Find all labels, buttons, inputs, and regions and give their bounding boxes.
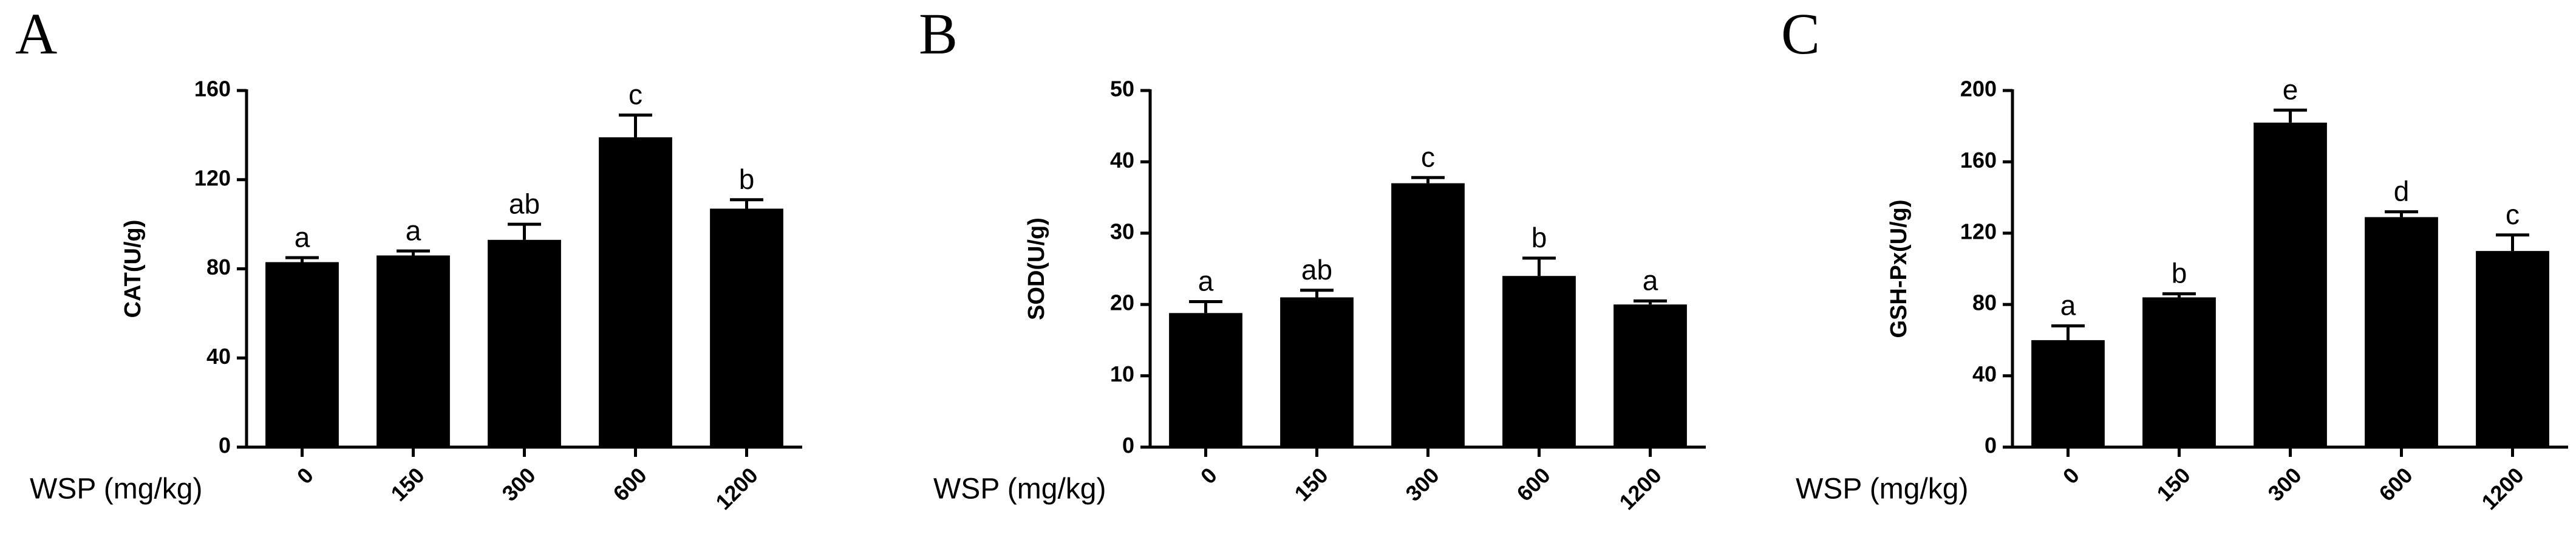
y-tick-label: 10	[1110, 361, 1134, 386]
x-tick-label: 600	[1511, 462, 1555, 505]
significance-letter: ab	[509, 188, 540, 219]
x-tick-label: 1200	[710, 462, 763, 515]
y-tick-label: 0	[1122, 433, 1134, 458]
y-axis-title: SOD(U/g)	[1024, 217, 1049, 320]
x-tick-label: 600	[608, 462, 651, 505]
y-tick-label: 40	[206, 344, 231, 369]
y-tick-label: 120	[194, 165, 231, 190]
x-tick-label: 300	[1400, 462, 1443, 505]
significance-letter: b	[2172, 258, 2187, 289]
y-tick-label: 0	[219, 433, 231, 458]
bar	[1613, 304, 1687, 447]
y-tick-label: 40	[1972, 361, 1997, 386]
bar	[599, 137, 672, 447]
significance-letter: c	[1421, 141, 1435, 173]
bar	[2254, 122, 2327, 447]
y-tick-label: 160	[1960, 148, 1997, 173]
x-tick-label: 0	[2058, 462, 2084, 488]
x-tick-label: 300	[497, 462, 540, 505]
y-tick-label: 200	[1960, 77, 1997, 101]
bar	[377, 255, 450, 447]
significance-letter: ab	[1301, 254, 1332, 286]
bar	[265, 262, 339, 447]
y-tick-label: 120	[1960, 219, 1997, 244]
bar	[1502, 276, 1576, 447]
x-tick-label: 150	[2152, 462, 2195, 505]
y-tick-label: 40	[1110, 148, 1134, 173]
y-tick-label: 30	[1110, 219, 1134, 244]
x-axis-title: WSP (mg/kg)	[933, 473, 1106, 505]
significance-letter: a	[2060, 290, 2076, 321]
bar	[488, 239, 561, 447]
bar	[2476, 251, 2549, 447]
bar	[1169, 313, 1242, 447]
bar	[1391, 183, 1465, 447]
significance-letter: c	[2506, 199, 2520, 230]
significance-letter: b	[739, 163, 755, 195]
significance-letter: a	[1643, 264, 1658, 296]
x-tick-label: 1200	[1614, 462, 1666, 515]
significance-letter: a	[406, 214, 421, 246]
x-axis-title: WSP (mg/kg)	[30, 473, 202, 505]
bar	[2031, 340, 2105, 447]
bar	[1280, 297, 1354, 447]
y-tick-label: 80	[206, 255, 231, 279]
y-axis-title: CAT(U/g)	[120, 220, 146, 318]
significance-letter: d	[2394, 176, 2410, 207]
y-tick-label: 20	[1110, 290, 1134, 315]
panel-label: C	[1781, 1, 1820, 66]
significance-letter: c	[629, 79, 642, 111]
y-tick-label: 50	[1110, 77, 1134, 101]
significance-letter: a	[295, 221, 310, 253]
x-tick-label: 0	[1196, 462, 1222, 488]
x-tick-label: 150	[1289, 462, 1332, 505]
x-tick-label: 0	[292, 462, 318, 488]
x-tick-label: 1200	[2476, 462, 2529, 515]
x-tick-label: 150	[386, 462, 429, 505]
panel-label: B	[919, 1, 958, 66]
x-tick-label: 600	[2374, 462, 2417, 505]
y-tick-label: 160	[194, 77, 231, 101]
significance-letter: b	[1532, 222, 1547, 253]
y-tick-label: 0	[1985, 433, 1997, 458]
significance-letter: a	[1198, 265, 1214, 297]
bar	[2142, 297, 2216, 447]
panel-label: A	[15, 1, 57, 66]
bar	[2365, 217, 2438, 447]
y-tick-label: 80	[1972, 290, 1997, 315]
x-tick-label: 300	[2263, 462, 2306, 505]
significance-letter: e	[2283, 74, 2298, 105]
y-axis-title: GSH-Px(U/g)	[1886, 200, 1912, 338]
x-axis-title: WSP (mg/kg)	[1796, 473, 1968, 505]
bar	[710, 208, 783, 447]
